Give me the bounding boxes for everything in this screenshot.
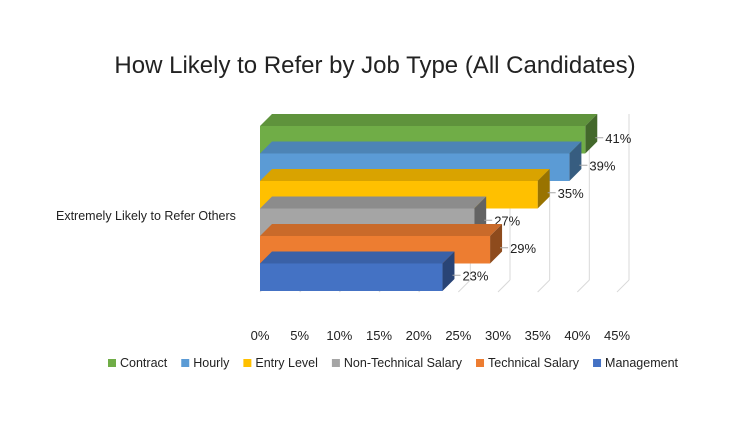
- x-tick-label: 25%: [445, 328, 471, 343]
- bar-end-face: [569, 141, 582, 181]
- floor-gridline: [616, 279, 630, 293]
- legend-label: Management: [605, 356, 678, 370]
- legend-swatch: [243, 359, 252, 367]
- legend-label: Hourly: [193, 356, 230, 370]
- data-label: 39%: [589, 158, 615, 173]
- legend-swatch: [476, 359, 485, 367]
- legend-label: Non-Technical Salary: [344, 356, 463, 370]
- bar-top-face: [260, 224, 503, 236]
- x-tick-label: 35%: [525, 328, 551, 343]
- legend-swatch: [331, 359, 340, 367]
- bar-top-face: [260, 114, 598, 126]
- x-tick-label: 30%: [485, 328, 511, 343]
- bar-top-face: [260, 251, 455, 264]
- chart-title: How Likely to Refer by Job Type (All Can…: [114, 52, 636, 79]
- legend-label: Technical Salary: [488, 356, 580, 370]
- floor-gridline: [576, 279, 590, 293]
- data-label: 23%: [462, 268, 488, 283]
- bar-management: [260, 263, 443, 291]
- bar-top-face: [260, 169, 550, 181]
- legend-label: Contract: [120, 356, 168, 370]
- data-label: 35%: [558, 186, 584, 201]
- data-label: 29%: [510, 241, 536, 256]
- bar-end-face: [490, 224, 503, 264]
- legend-swatch: [108, 359, 116, 367]
- bar-end-face: [585, 114, 598, 154]
- x-tick-label: 15%: [366, 328, 392, 343]
- x-tick-label: 5%: [290, 328, 309, 343]
- x-tick-label: 40%: [564, 328, 590, 343]
- x-tick-label: 0%: [251, 328, 270, 343]
- bar-end-face: [442, 251, 455, 291]
- x-tick-label: 10%: [326, 328, 352, 343]
- x-tick-label: 45%: [604, 328, 630, 343]
- legend-swatch: [593, 359, 602, 367]
- legend-label: Entry Level: [255, 356, 318, 370]
- floor-gridline: [457, 279, 471, 293]
- floor-gridline: [537, 279, 551, 293]
- legend-swatch: [181, 359, 190, 367]
- floor-gridline: [497, 279, 511, 293]
- category-label: Extremely Likely to Refer Others: [56, 209, 236, 223]
- bar-top-face: [260, 196, 487, 209]
- x-tick-label: 20%: [406, 328, 432, 343]
- bar-top-face: [260, 141, 582, 154]
- bar-end-face: [537, 169, 550, 209]
- data-label: 41%: [605, 131, 631, 146]
